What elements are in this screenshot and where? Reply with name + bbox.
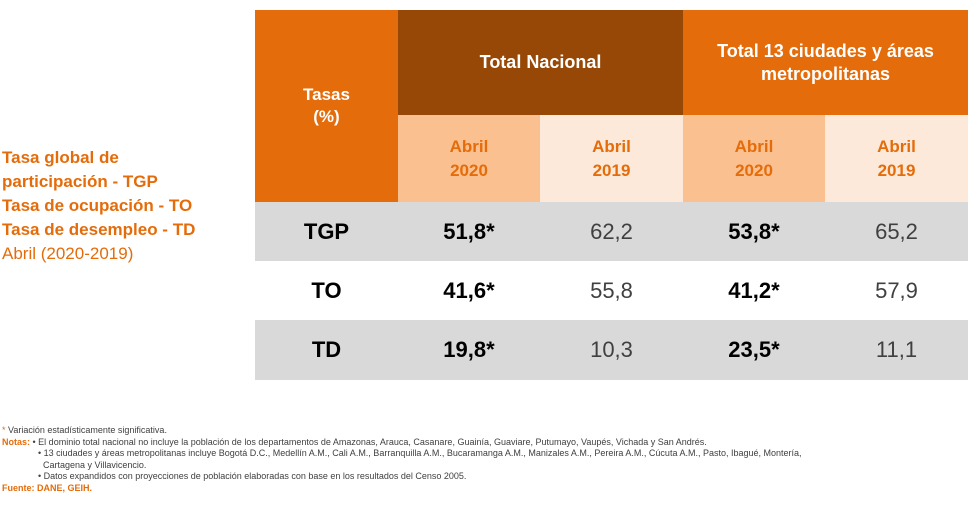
footnotes: * Variación estadísticamente significati… — [2, 425, 972, 494]
header-tasas-unit: (%) — [313, 107, 340, 126]
notas-label: Notas: — [2, 436, 31, 447]
rates-table: Tasas (%) Total Nacional Total 13 ciudad… — [255, 10, 968, 380]
subheader-month: Abril — [449, 136, 489, 156]
table-cell: 41,2* — [728, 277, 780, 303]
footnote-note: • Datos expandidos con proyecciones de p… — [2, 471, 972, 483]
table-cell: 41,6* — [443, 277, 495, 303]
subheader-year: 2019 — [877, 160, 916, 180]
footnote-note: Notas: • El dominio total nacional no in… — [2, 437, 972, 449]
source-text: Fuente: DANE, GEIH. — [2, 482, 93, 493]
note-text: Cartagena y Villavicencio. — [43, 459, 147, 470]
header-tasas: Tasas (%) — [255, 10, 398, 202]
subheader-month: Abril — [734, 136, 774, 156]
side-title-line: participación - TGP — [2, 172, 158, 191]
subheader-year: 2020 — [450, 160, 488, 180]
header-total-nacional: Total Nacional — [398, 10, 683, 115]
subheader-year: 2019 — [592, 160, 631, 180]
side-title-line: Tasa de desempleo - TD — [2, 220, 196, 239]
table-cell: 55,8 — [590, 277, 633, 303]
table-row: TGP 51,8* 62,2 53,8* 65,2 — [255, 202, 968, 261]
table-cell: 11,1 — [875, 337, 918, 362]
table-row: TO 41,6* 55,8 41,2* 57,9 — [255, 261, 968, 320]
subheader-nacional-2019: Abril 2019 — [540, 115, 683, 202]
asterisk-mark: * — [2, 425, 6, 435]
row-label: TD — [311, 337, 342, 362]
note-text: • El dominio total nacional no incluye l… — [32, 436, 707, 447]
footnote-note: • 13 ciudades y áreas metropolitanas inc… — [2, 448, 972, 460]
footnote-source: Fuente: DANE, GEIH. — [2, 483, 972, 495]
table-cell: 65,2 — [875, 218, 918, 244]
side-title: Tasa global de participación - TGP Tasa … — [2, 146, 252, 266]
subheader-13-ciudades-2019: Abril 2019 — [825, 115, 968, 202]
header-tasas-label: Tasas — [303, 85, 350, 104]
header-13-ciudades: Total 13 ciudades y áreas metropolitanas — [683, 10, 968, 115]
subheader-13-ciudades-2020: Abril 2020 — [683, 115, 825, 202]
table-cell: 53,8* — [728, 218, 780, 244]
table-cell: 62,2 — [590, 218, 633, 244]
asterisk-text: Variación estadísticamente significativa… — [8, 425, 167, 435]
header-13-ciudades-line: metropolitanas — [760, 63, 891, 84]
table-row: TD 19,8* 10,3 23,5* 11,1 — [255, 320, 968, 380]
row-label: TO — [311, 277, 342, 303]
footnote-asterisk: * Variación estadísticamente significati… — [2, 425, 972, 437]
table-cell: 10,3 — [590, 337, 633, 362]
note-text: • Datos expandidos con proyecciones de p… — [38, 471, 467, 481]
subheader-month: Abril — [592, 136, 631, 156]
side-title-period: Abril (2020-2019) — [2, 244, 134, 263]
side-title-line: Tasa de ocupación - TO — [2, 196, 193, 215]
side-title-line: Tasa global de — [2, 148, 119, 167]
header-total-nacional-label: Total Nacional — [479, 52, 602, 72]
table-cell: 23,5* — [728, 337, 780, 362]
subheader-nacional-2020: Abril 2020 — [398, 115, 540, 202]
footnote-note: Cartagena y Villavicencio. — [2, 460, 972, 472]
header-13-ciudades-line: Total 13 ciudades y áreas — [717, 40, 934, 61]
table-cell: 51,8* — [443, 218, 495, 244]
subheader-year: 2020 — [735, 160, 773, 180]
subheader-month: Abril — [877, 136, 916, 156]
table-cell: 19,8* — [443, 337, 495, 362]
note-text: • 13 ciudades y áreas metropolitanas inc… — [38, 448, 802, 458]
table-cell: 57,9 — [875, 277, 918, 303]
row-label: TGP — [303, 218, 350, 244]
